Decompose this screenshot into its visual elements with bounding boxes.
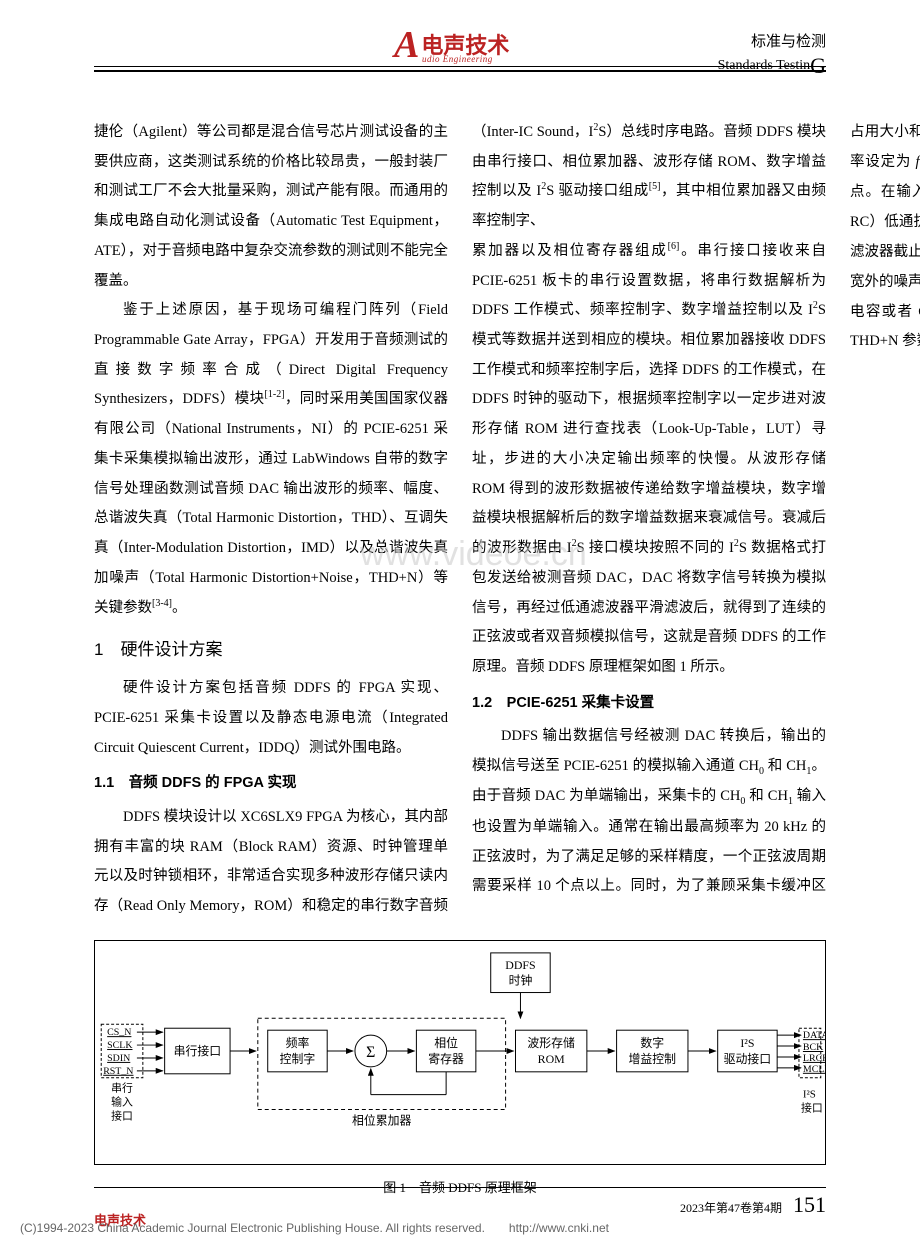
svg-text:Σ: Σ — [366, 1044, 375, 1061]
article-body: 捷伦（Agilent）等公司都是混合信号芯片测试设备的主要供应商，这类测试系统的… — [94, 118, 826, 928]
heading-2: 1.2 PCIE-6251 采集卡设置 — [472, 689, 826, 719]
diagram-svg: DDFS 时钟 CS_N SCLK SDIN RST_N 串行 输入 接口 串行… — [95, 941, 825, 1164]
svg-text:串行接口: 串行接口 — [174, 1044, 222, 1058]
svg-text:驱动接口: 驱动接口 — [724, 1052, 772, 1066]
svg-text:I²S: I²S — [740, 1036, 754, 1050]
svg-text:ROM: ROM — [538, 1052, 565, 1066]
svg-text:相位: 相位 — [434, 1036, 458, 1050]
serial-input-pins: CS_N SCLK SDIN RST_N — [103, 1027, 162, 1077]
svg-text:输入: 输入 — [111, 1095, 133, 1109]
svg-text:波形存储: 波形存储 — [527, 1036, 575, 1050]
journal-logo: A 电声技术 udio Engineering — [394, 28, 509, 60]
svg-text:串行: 串行 — [111, 1082, 133, 1095]
page-header: A 电声技术 udio Engineering 标准与检测 Standards … — [94, 0, 826, 72]
paragraph: 硬件设计方案包括音频 DDFS 的 FPGA 实现、PCIE-6251 采集卡设… — [94, 674, 448, 763]
svg-text:CS_N: CS_N — [107, 1027, 131, 1038]
svg-text:频率: 频率 — [286, 1036, 310, 1050]
svg-text:数字: 数字 — [640, 1036, 664, 1050]
header-rule — [94, 66, 826, 67]
logo-letter-a: A — [394, 30, 419, 60]
svg-text:寄存器: 寄存器 — [428, 1052, 464, 1066]
clock-label: DDFS — [505, 958, 535, 972]
svg-text:LRCK: LRCK — [803, 1053, 825, 1064]
svg-text:接口: 接口 — [111, 1109, 133, 1122]
paragraph: 捷伦（Agilent）等公司都是混合信号芯片测试设备的主要供应商，这类测试系统的… — [94, 118, 448, 296]
svg-text:DATA: DATA — [803, 1030, 825, 1041]
svg-text:RST_N: RST_N — [103, 1066, 133, 1077]
svg-text:SCLK: SCLK — [107, 1040, 133, 1051]
svg-text:时钟: 时钟 — [509, 974, 533, 988]
svg-text:接口: 接口 — [801, 1101, 823, 1114]
heading-2: 1.1 音频 DDFS 的 FPGA 实现 — [94, 769, 448, 799]
paragraph: 累加器以及相位寄存器组成[6]。串行接口接收来自 PCIE-6251 板卡的串行… — [472, 237, 826, 683]
ddfs-block-diagram: DDFS 时钟 CS_N SCLK SDIN RST_N 串行 输入 接口 串行… — [94, 940, 826, 1165]
page-number: 151 — [793, 1192, 826, 1217]
logo-subtitle-en: udio Engineering — [422, 54, 493, 64]
figure-1: DDFS 时钟 CS_N SCLK SDIN RST_N 串行 输入 接口 串行… — [94, 940, 826, 1196]
svg-text:相位累加器: 相位累加器 — [352, 1113, 411, 1127]
section-cn: 标准与检测 — [718, 32, 826, 52]
svg-text:I²S: I²S — [803, 1089, 816, 1101]
svg-text:MCLK: MCLK — [803, 1064, 825, 1075]
footer-issue: 2023年第47卷第4期 151 — [680, 1188, 826, 1218]
section-label: 标准与检测 Standards TestinG — [718, 32, 826, 80]
svg-text:SDIN: SDIN — [107, 1053, 130, 1064]
page-footer: 2023年第47卷第4期 151 电声技术 — [94, 1187, 826, 1211]
svg-text:控制字: 控制字 — [280, 1052, 316, 1066]
copyright-notice: (C)1994-2023 China Academic Journal Elec… — [20, 1221, 609, 1235]
svg-text:增益控制: 增益控制 — [629, 1052, 677, 1066]
heading-1: 1 硬件设计方案 — [94, 633, 448, 668]
paragraph: 鉴于上述原因，基于现场可编程门阵列（Field Programmable Gat… — [94, 296, 448, 623]
